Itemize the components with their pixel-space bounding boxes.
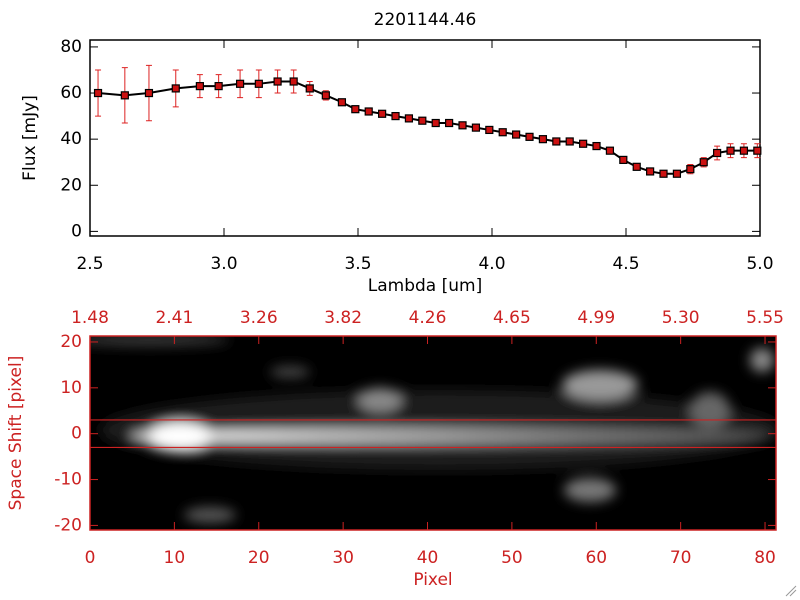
data-point — [254, 79, 263, 88]
data-point — [378, 109, 387, 118]
y-tick-label: 20 — [60, 332, 82, 352]
y-tick-label: 0 — [71, 424, 82, 444]
data-point — [273, 77, 282, 86]
data-point — [93, 88, 103, 98]
data-point — [498, 128, 507, 137]
x2-tick-label: 4.99 — [577, 308, 615, 328]
x-tick-label: 70 — [670, 548, 692, 568]
y-tick-label: 10 — [60, 378, 82, 398]
data-point — [445, 118, 454, 128]
data-point — [713, 148, 722, 158]
y-tick-label: 80 — [60, 37, 82, 57]
x-tick-label: 60 — [585, 548, 607, 568]
data-point — [458, 121, 467, 130]
data-point — [659, 169, 668, 178]
x2-tick-label: 5.30 — [662, 308, 700, 328]
data-point — [351, 105, 360, 114]
data-point — [485, 125, 494, 135]
resize-grip — [785, 585, 797, 597]
x2-tick-label: 1.48 — [71, 308, 109, 328]
data-point — [592, 141, 601, 151]
data-point — [565, 137, 574, 146]
x-tick-label: 10 — [164, 548, 186, 568]
data-point — [726, 146, 735, 155]
y-tick-label: 20 — [60, 175, 82, 195]
data-point — [699, 158, 708, 167]
x-tick-label: 3.5 — [344, 254, 371, 274]
data-point — [305, 84, 314, 93]
chart-title: 2201144.46 — [374, 10, 477, 30]
x-tick-label: 5.0 — [746, 254, 773, 274]
data-point — [672, 169, 682, 178]
data-point — [739, 146, 749, 155]
data-point — [619, 155, 628, 165]
data-point — [632, 162, 641, 171]
data-point — [471, 123, 481, 132]
data-point — [512, 130, 521, 139]
data-point — [289, 77, 298, 86]
data-point — [605, 146, 615, 155]
flux-line — [97, 80, 758, 175]
x-tick-label: 0 — [85, 548, 96, 568]
y-tick-label: 60 — [60, 83, 82, 103]
x-tick-label: 4.5 — [612, 254, 639, 274]
x-tick-label: 4.0 — [478, 254, 505, 274]
x2-tick-label: 4.65 — [493, 308, 531, 328]
data-point — [552, 137, 561, 146]
x2-tick-label: 3.82 — [324, 308, 362, 328]
data-point — [144, 88, 154, 98]
data-point — [753, 146, 762, 155]
x-tick-label: 80 — [754, 548, 776, 568]
spectrum-image — [90, 336, 776, 530]
data-point — [337, 98, 347, 107]
data-point — [214, 82, 223, 91]
plot-frame — [89, 39, 761, 237]
data-point — [646, 167, 655, 176]
x2-tick-label: 4.26 — [409, 308, 447, 328]
data-point — [404, 114, 414, 123]
y-axis-label: Flux [mJy] — [20, 95, 40, 181]
data-point — [195, 82, 204, 91]
data-point — [538, 135, 548, 144]
x2-tick-label: 2.41 — [155, 308, 193, 328]
y-tick-label: 0 — [71, 221, 82, 241]
data-point — [364, 107, 373, 116]
data-point — [391, 111, 400, 121]
data-point — [686, 165, 695, 174]
x-tick-label: 50 — [501, 548, 523, 568]
x2-tick-label: 5.55 — [746, 308, 784, 328]
data-point — [235, 79, 245, 88]
plot-frame — [89, 335, 777, 531]
x-tick-label: 2.5 — [76, 254, 103, 274]
x-tick-label: 3.0 — [210, 254, 237, 274]
data-point — [431, 118, 440, 128]
x-axis-label: Lambda [um] — [368, 276, 482, 296]
y-tick-label: -10 — [54, 470, 82, 490]
data-point — [418, 116, 427, 125]
x-tick-label: 30 — [332, 548, 354, 568]
y-tick-label: 40 — [60, 129, 82, 149]
x-tick-label: 20 — [248, 548, 270, 568]
data-point — [171, 84, 180, 93]
y-tick-label: -20 — [54, 515, 82, 535]
data-point — [120, 91, 129, 100]
y-axis-label: Space Shift [pixel] — [6, 356, 26, 511]
x-axis-label: Pixel — [413, 570, 452, 590]
x-tick-label: 40 — [417, 548, 439, 568]
data-point — [321, 91, 330, 100]
x2-tick-label: 3.26 — [240, 308, 278, 328]
data-point — [525, 132, 534, 141]
data-point — [579, 139, 588, 148]
